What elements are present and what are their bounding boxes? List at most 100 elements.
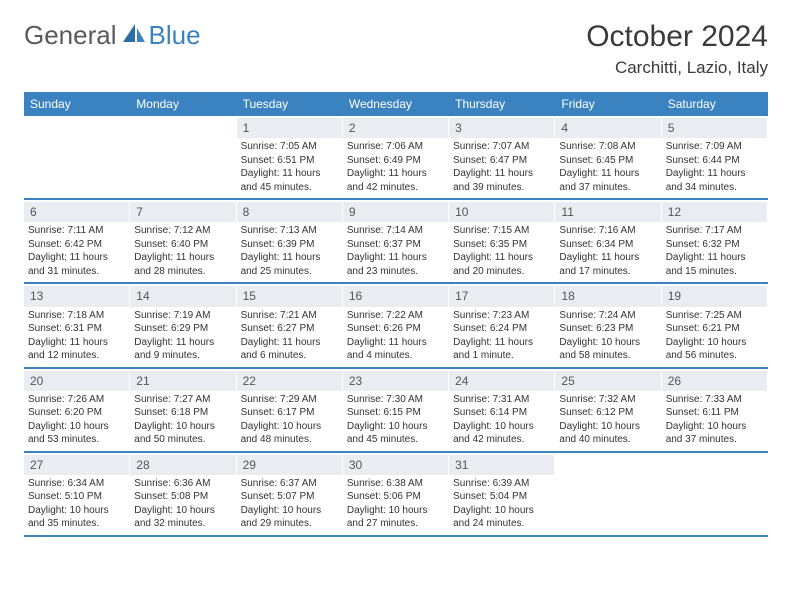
- day-number: 20: [24, 371, 129, 391]
- sunrise-line: Sunrise: 7:05 AM: [241, 140, 338, 154]
- day-number: 17: [449, 286, 554, 306]
- daylight-line-2: and 15 minutes.: [666, 265, 763, 279]
- daylight-line-2: and 27 minutes.: [347, 517, 444, 531]
- sunset-line: Sunset: 6:12 PM: [559, 406, 656, 420]
- sunset-line: Sunset: 6:21 PM: [666, 322, 763, 336]
- day-cell: 14Sunrise: 7:19 AMSunset: 6:29 PMDayligh…: [130, 284, 236, 366]
- daylight-line-2: and 17 minutes.: [559, 265, 656, 279]
- day-cell: 20Sunrise: 7:26 AMSunset: 6:20 PMDayligh…: [24, 369, 130, 451]
- day-cell: 26Sunrise: 7:33 AMSunset: 6:11 PMDayligh…: [662, 369, 768, 451]
- daylight-line-1: Daylight: 10 hours: [134, 504, 231, 518]
- day-number: 15: [237, 286, 342, 306]
- daylight-line-2: and 37 minutes.: [559, 181, 656, 195]
- logo-text-left: General: [24, 20, 117, 51]
- daylight-line-1: Daylight: 10 hours: [134, 420, 231, 434]
- sunrise-line: Sunrise: 6:39 AM: [453, 477, 550, 491]
- logo-text-right: Blue: [149, 20, 201, 51]
- dow-saturday: Saturday: [662, 92, 768, 116]
- day-number: 6: [24, 202, 129, 222]
- logo-sail-icon: [117, 20, 149, 51]
- day-number: 1: [237, 118, 342, 138]
- daylight-line-1: Daylight: 10 hours: [347, 504, 444, 518]
- daylight-line-2: and 40 minutes.: [559, 433, 656, 447]
- sunset-line: Sunset: 5:04 PM: [453, 490, 550, 504]
- daylight-line-2: and 20 minutes.: [453, 265, 550, 279]
- day-cell: 16Sunrise: 7:22 AMSunset: 6:26 PMDayligh…: [343, 284, 449, 366]
- sunset-line: Sunset: 6:32 PM: [666, 238, 763, 252]
- sunrise-line: Sunrise: 7:08 AM: [559, 140, 656, 154]
- daylight-line-1: Daylight: 11 hours: [347, 167, 444, 181]
- daylight-line-1: Daylight: 11 hours: [28, 336, 125, 350]
- dow-tuesday: Tuesday: [237, 92, 343, 116]
- daylight-line-1: Daylight: 11 hours: [453, 251, 550, 265]
- sunset-line: Sunset: 6:37 PM: [347, 238, 444, 252]
- daylight-line-1: Daylight: 11 hours: [241, 251, 338, 265]
- sunset-line: Sunset: 5:08 PM: [134, 490, 231, 504]
- sunset-line: Sunset: 6:42 PM: [28, 238, 125, 252]
- daylight-line-1: Daylight: 11 hours: [453, 167, 550, 181]
- daylight-line-2: and 48 minutes.: [241, 433, 338, 447]
- daylight-line-2: and 53 minutes.: [28, 433, 125, 447]
- sunrise-line: Sunrise: 6:37 AM: [241, 477, 338, 491]
- sunset-line: Sunset: 6:51 PM: [241, 154, 338, 168]
- week-row: 6Sunrise: 7:11 AMSunset: 6:42 PMDaylight…: [24, 200, 768, 284]
- daylight-line-1: Daylight: 10 hours: [666, 420, 763, 434]
- day-number: 2: [343, 118, 448, 138]
- day-cell: [130, 116, 236, 198]
- day-cell: 8Sunrise: 7:13 AMSunset: 6:39 PMDaylight…: [237, 200, 343, 282]
- calendar-body: 1 Sunrise: 7:05 AMSunset: 6:51 PM Daylight…: [24, 116, 768, 537]
- week-row: 1 Sunrise: 7:05 AMSunset: 6:51 PM Daylight…: [24, 116, 768, 200]
- day-number: 22: [237, 371, 342, 391]
- day-number: 21: [130, 371, 235, 391]
- sunrise-line: Sunrise: 7:33 AM: [666, 393, 763, 407]
- day-cell: 19Sunrise: 7:25 AMSunset: 6:21 PMDayligh…: [662, 284, 768, 366]
- day-number: 13: [24, 286, 129, 306]
- day-cell: 5Sunrise: 7:09 AMSunset: 6:44 PMDaylight…: [662, 116, 768, 198]
- daylight-line-2: and 32 minutes.: [134, 517, 231, 531]
- daylight-line-2: and 1 minute.: [453, 349, 550, 363]
- sunset-line: Sunset: 6:27 PM: [241, 322, 338, 336]
- day-number: 10: [449, 202, 554, 222]
- daylight-line-1: Daylight: 10 hours: [241, 420, 338, 434]
- day-cell: 4Sunrise: 7:08 AMSunset: 6:45 PMDaylight…: [555, 116, 661, 198]
- title-block: October 2024 Carchitti, Lazio, Italy: [586, 20, 768, 78]
- day-number: 30: [343, 455, 448, 475]
- daylight-line-2: and 6 minutes.: [241, 349, 338, 363]
- day-cell: 17Sunrise: 7:23 AMSunset: 6:24 PMDayligh…: [449, 284, 555, 366]
- day-number: 23: [343, 371, 448, 391]
- day-cell: 9Sunrise: 7:14 AMSunset: 6:37 PMDaylight…: [343, 200, 449, 282]
- daylight-line-2: and 9 minutes.: [134, 349, 231, 363]
- sunset-line: Sunset: 6:14 PM: [453, 406, 550, 420]
- sunset-line: Sunset: 6:40 PM: [134, 238, 231, 252]
- daylight-line-1: Daylight: 11 hours: [134, 251, 231, 265]
- sunset-line: Sunset: 6:24 PM: [453, 322, 550, 336]
- daylight-line-2: and 45 minutes.: [347, 433, 444, 447]
- daylight-line-2: and 56 minutes.: [666, 349, 763, 363]
- sunrise-line: Sunrise: 7:27 AM: [134, 393, 231, 407]
- page-title: October 2024: [586, 20, 768, 54]
- daylight-line-1: Daylight: 10 hours: [559, 420, 656, 434]
- sunset-line: Sunset: 6:20 PM: [28, 406, 125, 420]
- sunrise-line: Sunrise: 7:24 AM: [559, 309, 656, 323]
- daylight-line-1: Daylight: 11 hours: [347, 251, 444, 265]
- day-number: 24: [449, 371, 554, 391]
- sunset-line: Sunset: 5:07 PM: [241, 490, 338, 504]
- dow-monday: Monday: [130, 92, 236, 116]
- daylight-line-1: Daylight: 10 hours: [347, 420, 444, 434]
- sunset-line: Sunset: 6:11 PM: [666, 406, 763, 420]
- sunrise-line: Sunrise: 7:16 AM: [559, 224, 656, 238]
- sunrise-line: Sunrise: 7:14 AM: [347, 224, 444, 238]
- day-cell: [555, 453, 661, 535]
- daylight-line-1: Daylight: 11 hours: [559, 251, 656, 265]
- daylight-line-2: and 28 minutes.: [134, 265, 231, 279]
- daylight-line-1: Daylight: 11 hours: [347, 336, 444, 350]
- dow-friday: Friday: [555, 92, 661, 116]
- day-number: 19: [662, 286, 767, 306]
- daylight-line-1: Daylight: 11 hours: [134, 336, 231, 350]
- day-cell: 15Sunrise: 7:21 AMSunset: 6:27 PMDayligh…: [237, 284, 343, 366]
- daylight-line-2: and 39 minutes.: [453, 181, 550, 195]
- daylight-line-1: Daylight: 10 hours: [453, 420, 550, 434]
- sunrise-line: Sunrise: 6:34 AM: [28, 477, 125, 491]
- daylight-line-1: Daylight: 11 hours: [559, 167, 656, 181]
- daylight-line-2: and 34 minutes.: [666, 181, 763, 195]
